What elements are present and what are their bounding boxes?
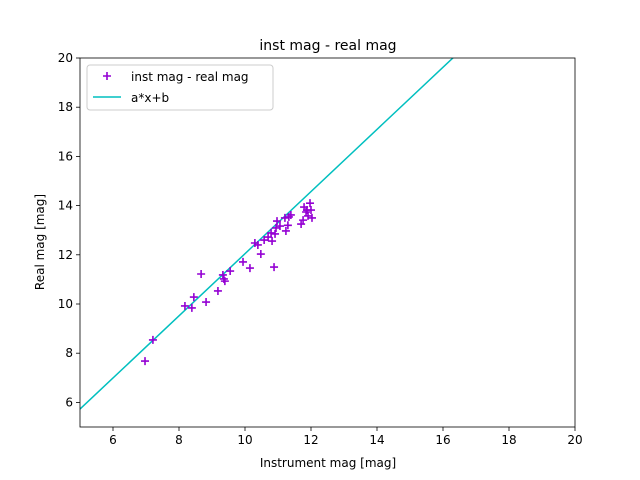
data-point	[239, 257, 248, 266]
data-point	[213, 286, 222, 295]
y-tick-label: 20	[58, 51, 73, 65]
data-point	[299, 216, 308, 225]
x-tick-label: 8	[175, 433, 183, 447]
data-point	[226, 267, 235, 276]
data-point	[148, 335, 157, 344]
data-point	[202, 298, 211, 307]
legend-box	[86, 64, 274, 111]
data-point	[303, 206, 312, 215]
y-tick-label: 12	[58, 248, 73, 262]
x-tick-label: 10	[237, 433, 252, 447]
data-point	[189, 293, 198, 302]
data-point	[275, 222, 284, 231]
data-point	[180, 301, 189, 310]
data-point	[284, 212, 293, 221]
fit-line	[80, 58, 454, 410]
data-point	[218, 270, 227, 279]
y-tick-label: 8	[65, 346, 73, 360]
chart-title: inst mag - real mag	[259, 38, 396, 54]
legend: inst mag - real mag a*x+b	[86, 64, 274, 111]
data-point	[283, 221, 292, 230]
x-tick-label: 12	[303, 433, 318, 447]
x-tick-label: 18	[501, 433, 516, 447]
y-tick-label: 18	[58, 100, 73, 114]
data-point	[306, 199, 315, 208]
data-point	[271, 229, 280, 238]
data-point	[141, 357, 150, 366]
data-point	[268, 237, 277, 246]
data-point	[253, 240, 262, 249]
y-tick-label: 16	[58, 149, 73, 163]
x-tick-label: 14	[369, 433, 384, 447]
plot-area: 6 8 10 12 14 16 18 20 6 8 10 12 14 16 18 20	[58, 51, 583, 447]
y-tick-label: 6	[65, 395, 73, 409]
y-tick-label: 10	[58, 297, 73, 311]
legend-label-scatter: inst mag - real mag	[131, 70, 249, 84]
x-tick-label: 16	[435, 433, 450, 447]
data-point	[197, 269, 206, 278]
axes-frame	[79, 57, 576, 428]
data-point	[245, 264, 254, 273]
data-point	[220, 277, 229, 286]
x-tick-label: 20	[567, 433, 582, 447]
data-point	[307, 213, 316, 222]
x-axis-label: Instrument mag [mag]	[260, 456, 396, 470]
data-point	[281, 226, 290, 235]
data-point	[264, 233, 273, 242]
data-point	[280, 213, 289, 222]
y-axis-label: Real mag [mag]	[33, 194, 47, 290]
legend-plus-icon	[103, 72, 111, 80]
data-point	[270, 263, 279, 272]
data-point	[256, 250, 265, 259]
x-tick-label: 6	[109, 433, 117, 447]
data-point	[267, 228, 276, 237]
data-point	[187, 303, 196, 312]
legend-marker-scatter	[103, 72, 111, 80]
y-tick-label: 14	[58, 199, 73, 213]
data-point	[273, 217, 282, 226]
legend-label-line: a*x+b	[131, 91, 169, 105]
